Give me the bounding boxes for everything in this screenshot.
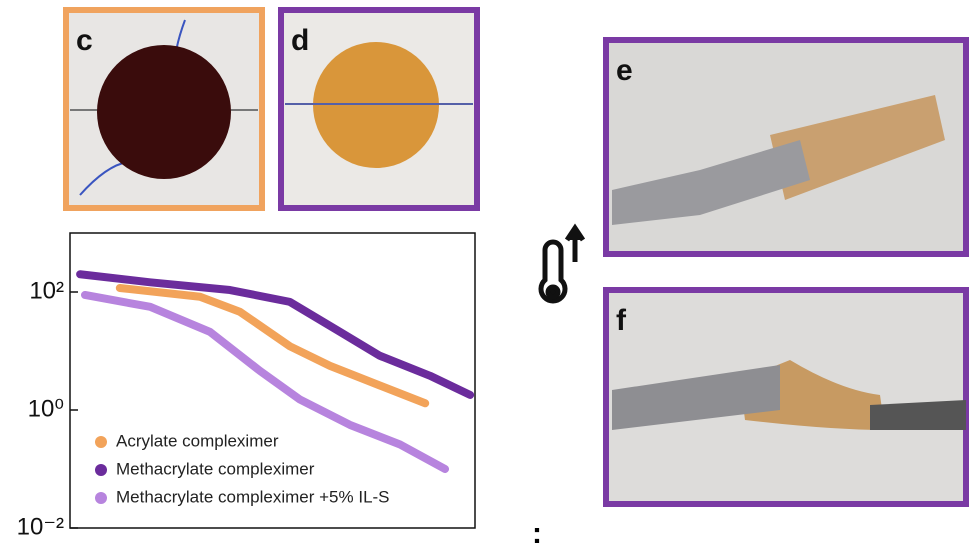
panel-label: c: [76, 24, 93, 57]
legend-label: Methacrylate compleximer +5% IL-S: [116, 487, 390, 506]
legend-marker: [95, 492, 107, 504]
data-line: [115, 283, 430, 408]
data-line: [76, 270, 475, 399]
y-tick-label: 10²: [29, 277, 64, 304]
photo-detail: [770, 95, 945, 200]
y-tick-label: 10⁰: [28, 395, 64, 422]
panel-label: d: [291, 24, 309, 57]
photo-detail: [612, 365, 780, 430]
sample-disc: [97, 45, 231, 179]
legend-label: Acrylate compleximer: [116, 431, 279, 450]
stray-text: :: [532, 517, 542, 545]
panel-label: f: [616, 304, 627, 337]
y-tick-label: 10⁻²: [17, 513, 64, 540]
photo-detail: [870, 400, 966, 430]
plot-frame: [69, 232, 476, 529]
thermometer-icon: [538, 223, 586, 304]
panel-label: e: [616, 54, 633, 87]
photo-detail: [612, 140, 810, 225]
legend-label: Methacrylate compleximer: [116, 459, 315, 478]
legend-marker: [95, 436, 107, 448]
legend-marker: [95, 464, 107, 476]
data-line: [80, 290, 450, 473]
